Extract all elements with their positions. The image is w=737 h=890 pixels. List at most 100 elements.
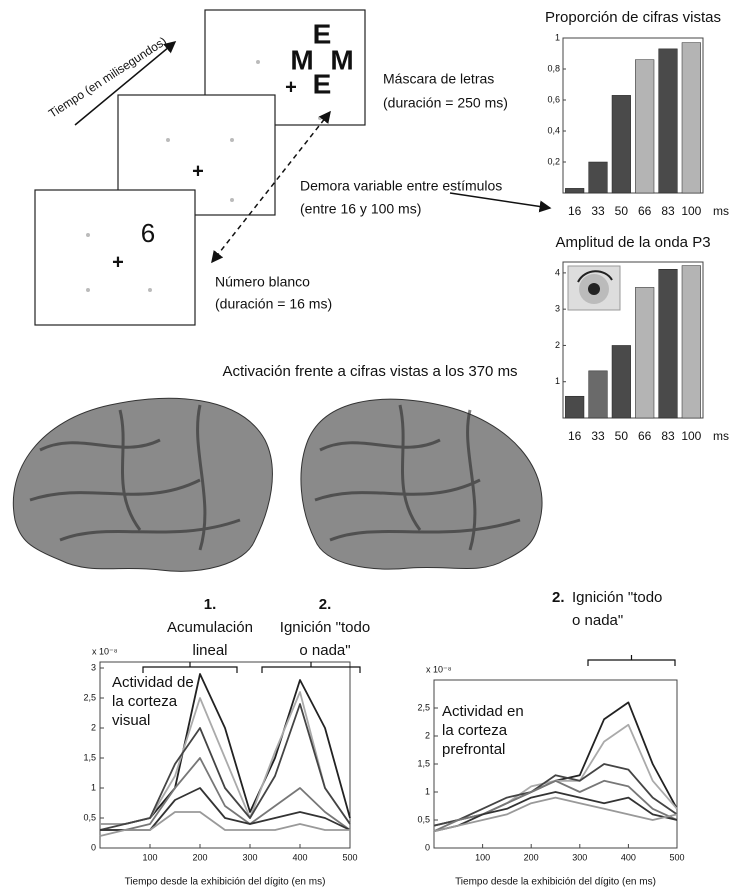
bracket [262, 662, 360, 673]
x-tick-label: 50 [615, 204, 629, 218]
x-tick-label: 100 [681, 204, 701, 218]
chart-title: Proporción de cifras vistas [545, 9, 721, 26]
panel-label: visual [112, 712, 150, 729]
delay-label: (entre 16 y 100 ms) [300, 201, 421, 217]
x-tick-label: 16 [568, 204, 582, 218]
y-tick-label: 3 [91, 662, 96, 672]
page: Tiempo (en milisegundos) E M M E + + 6 +… [0, 0, 737, 890]
annotation-text: o nada" [299, 642, 350, 659]
x-tick-label: 33 [591, 204, 605, 218]
panel-label: Actividad en [442, 703, 524, 720]
x-axis-label: Tiempo desde la exhibición del dígito (e… [455, 877, 656, 888]
x-tick-label: 400 [621, 852, 636, 862]
x-tick-label: 66 [638, 204, 652, 218]
mask-letter: M [290, 44, 313, 75]
x-tick-label: 300 [572, 852, 587, 862]
dot [230, 138, 234, 142]
y-scale-label: x 10⁻⁸ [92, 646, 118, 656]
brain-left [13, 398, 272, 571]
y-tick-label: 1 [425, 786, 430, 796]
brain-title: Activación frente a cifras vistas a los … [222, 363, 517, 380]
delay-label: Demora variable entre estímulos [300, 178, 502, 194]
bracket [588, 655, 675, 666]
y-tick-label: 0,5 [417, 814, 430, 824]
mask-letter: E [313, 18, 332, 49]
x-tick-label: 400 [292, 852, 307, 862]
x-tick-label: 83 [661, 204, 675, 218]
bar [565, 396, 584, 418]
y-tick-label: 0,6 [547, 94, 560, 104]
mask-letter: M [330, 44, 353, 75]
panel-label: Actividad de [112, 674, 194, 691]
y-tick-label: 0,8 [547, 63, 560, 73]
x-tick-label: 83 [661, 429, 675, 443]
bar [589, 162, 608, 193]
x-tick-label: 50 [615, 429, 629, 443]
bar [589, 371, 608, 418]
bar [682, 43, 701, 193]
y-tick-label: 0,2 [547, 156, 560, 166]
x-tick-label: 200 [524, 852, 539, 862]
annotation-text: Ignición "todo [280, 619, 370, 636]
mask-label: (duración = 250 ms) [383, 95, 508, 111]
fixation: + [285, 76, 297, 98]
x-tick-label: 16 [568, 429, 582, 443]
annotation-text: Acumulación [167, 619, 253, 636]
bar [682, 266, 701, 418]
dot [230, 198, 234, 202]
y-tick-label: 2 [555, 340, 560, 350]
annotation-number: 2. [552, 589, 565, 606]
y-tick-label: 0,5 [83, 812, 96, 822]
annotation-text: Ignición "todo [572, 589, 662, 606]
series-line [100, 788, 350, 830]
y-tick-label: 1,5 [417, 758, 430, 768]
mask-label: Máscara de letras [383, 71, 494, 87]
y-tick-label: 4 [555, 267, 560, 277]
panel-label: la corteza [442, 722, 508, 739]
bar [565, 188, 584, 193]
x-tick-label: 66 [638, 429, 652, 443]
x-axis-label: Tiempo desde la exhibición del dígito (e… [125, 877, 326, 888]
bar [612, 95, 631, 193]
y-tick-label: 2 [425, 730, 430, 740]
dot [86, 288, 90, 292]
dot [256, 60, 260, 64]
x-tick-label: 500 [342, 852, 357, 862]
y-scale-label: x 10⁻⁸ [426, 664, 452, 674]
annotation-text: o nada" [572, 612, 623, 629]
x-tick-label: 100 [475, 852, 490, 862]
y-tick-label: 1,5 [83, 752, 96, 762]
annotation-text: lineal [192, 642, 227, 659]
series-line [434, 702, 677, 825]
y-tick-label: 2,5 [417, 702, 430, 712]
bar [612, 345, 631, 418]
target-digit: 6 [141, 218, 155, 248]
x-tick-label: 300 [242, 852, 257, 862]
target-label: (duración = 16 ms) [215, 296, 332, 312]
target-label: Número blanco [215, 274, 310, 290]
dot [166, 138, 170, 142]
fixation: + [192, 160, 204, 182]
dot [318, 116, 322, 120]
mask-letter: E [313, 68, 332, 99]
y-tick-label: 3 [555, 304, 560, 314]
bar [659, 49, 678, 193]
figure: Tiempo (en milisegundos) E M M E + + 6 +… [0, 0, 737, 890]
panel-label: prefrontal [442, 741, 505, 758]
bar [635, 287, 654, 418]
brain-right [301, 399, 542, 569]
chart-title: Amplitud de la onda P3 [555, 234, 710, 251]
y-tick-label: 0 [425, 842, 430, 852]
annotation-number: 1. [204, 596, 217, 613]
x-unit: ms [713, 204, 729, 218]
series-line [100, 758, 350, 830]
y-tick-label: 2 [91, 722, 96, 732]
head-spot [588, 283, 600, 295]
y-tick-label: 1 [555, 376, 560, 386]
y-tick-label: 1 [91, 782, 96, 792]
y-tick-label: 1 [555, 32, 560, 42]
bracket [143, 662, 237, 673]
y-tick-label: 0,4 [547, 125, 560, 135]
x-tick-label: 100 [142, 852, 157, 862]
bar [635, 60, 654, 193]
